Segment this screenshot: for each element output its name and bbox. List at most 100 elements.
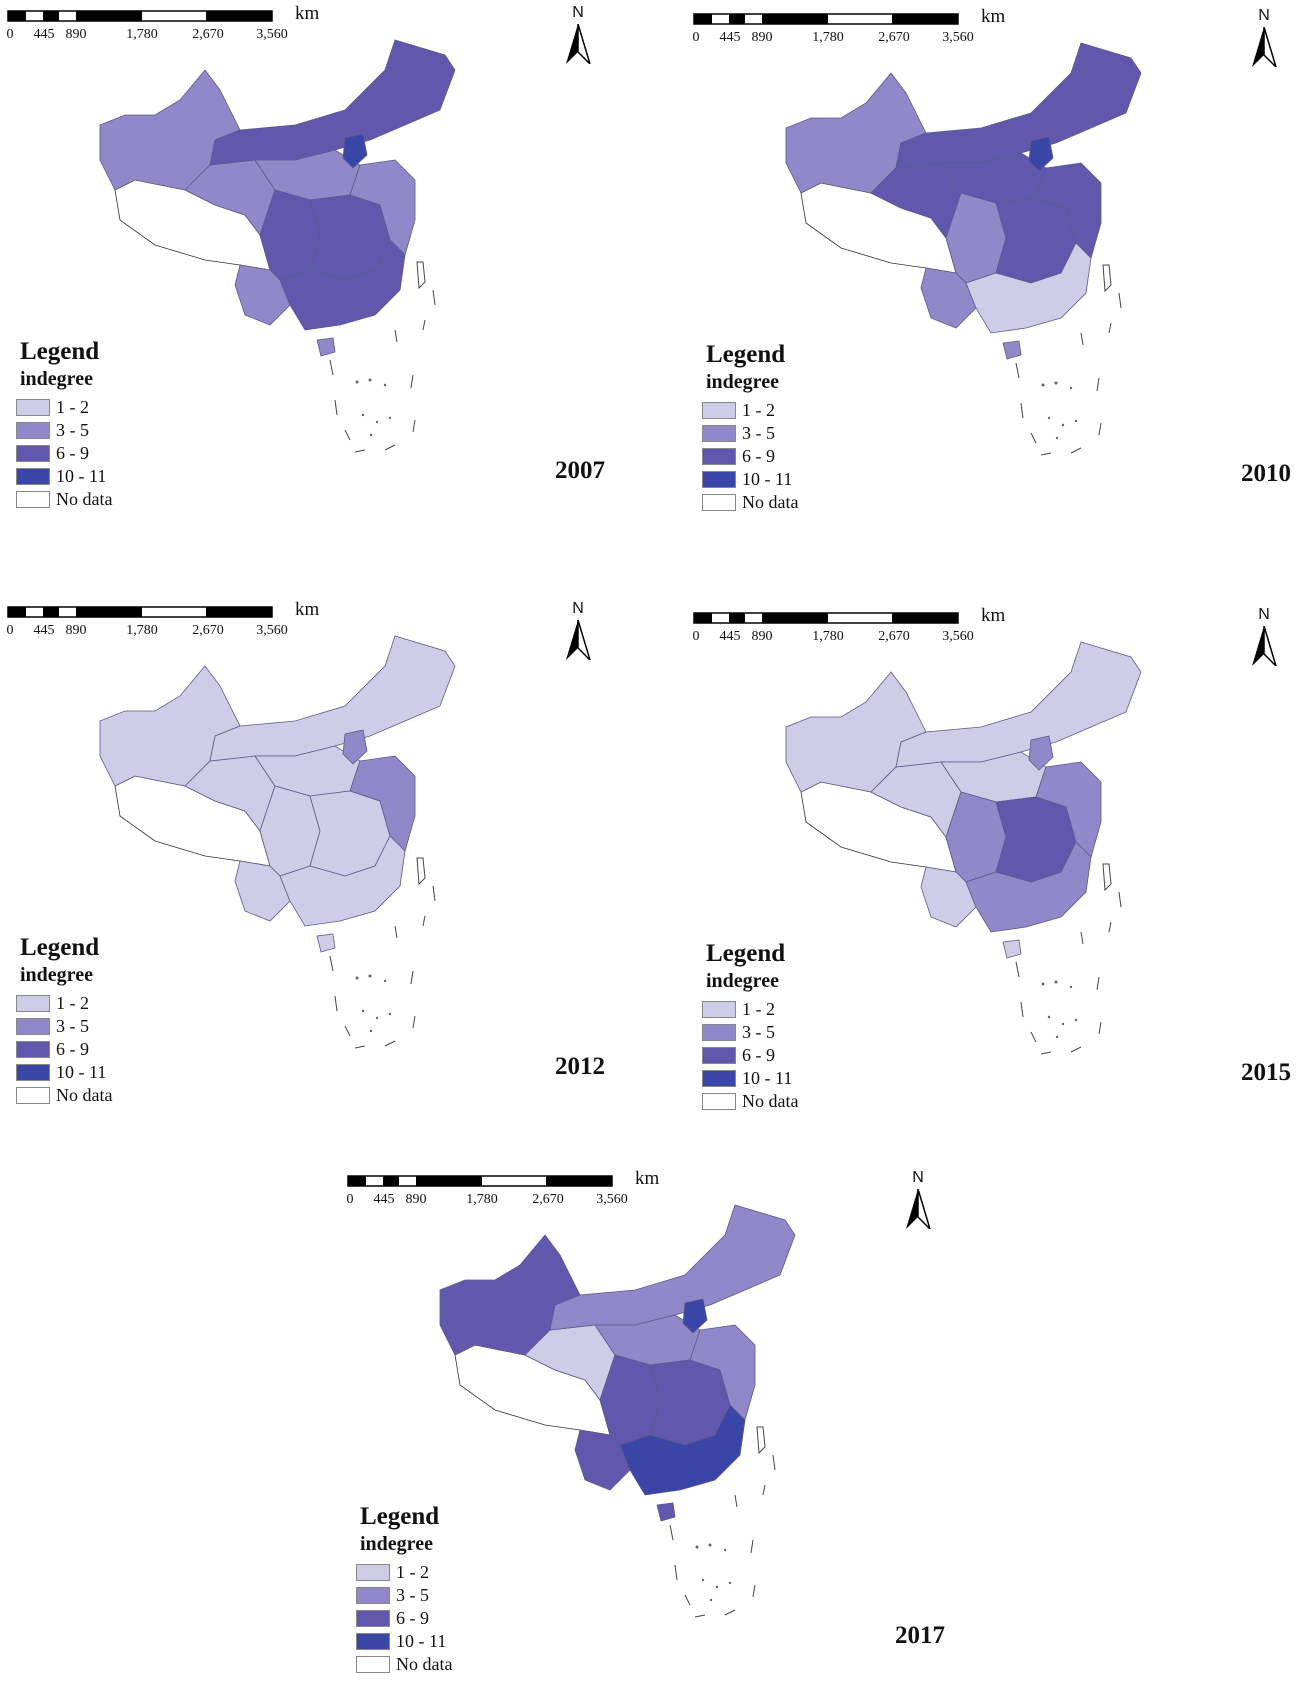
legend-title: Legend [20,338,100,365]
legend-swatch [16,1041,50,1058]
legend: Legend indegree 1 - 2 3 - 5 6 - 9 10 - 1… [16,934,166,1107]
legend-item-label: 1 - 2 [56,993,89,1013]
legend-item: No data [702,1090,852,1113]
scale-tick: 0 [6,623,14,638]
legend-item-label: 1 - 2 [396,1562,429,1582]
legend-swatch [702,494,736,511]
region-hainan [1002,939,1022,959]
region-yunnan [920,267,977,329]
north-label: N [912,1169,924,1186]
legend-item: No data [356,1653,506,1676]
scale-tick: 890 [65,623,87,638]
legend-item: 6 - 9 [16,442,166,465]
north-arrow: N [1244,7,1284,69]
legend-item: No data [702,491,852,514]
legend-item-label: 6 - 9 [742,446,775,466]
region-hainan [1002,340,1022,360]
scale-tick: 2,670 [192,623,224,638]
south-sea-islands [355,974,392,1033]
legend-swatch [16,1064,50,1081]
north-label: N [572,600,584,617]
legend-swatch [356,1610,390,1627]
legend-item-label: 1 - 2 [56,397,89,417]
legend-subtitle: indegree [706,371,779,393]
map-panel-2015: 0 445 890 1,780 2,670 3,560 km N [686,602,1300,1122]
legend-swatch [16,995,50,1012]
region-north [895,641,1142,768]
legend-swatch [16,1018,50,1035]
map-panel-2007: 0 445 890 1,780 2,670 3,560 km N [0,0,620,520]
region-north [549,1204,796,1331]
choropleth-map [99,635,456,1049]
legend-item-label: 10 - 11 [396,1631,447,1651]
scale-bar: 0 445 890 1,780 2,670 3,560 km [693,6,1024,45]
map-panel-2010: 0 445 890 1,780 2,670 3,560 km N [686,3,1300,523]
scale-tick: 3,560 [942,629,974,644]
region-south [965,841,1092,933]
legend-swatch [702,402,736,419]
scale-tick: 890 [751,629,773,644]
region-beijing [1028,735,1054,771]
scale-tick: 1,780 [812,629,844,644]
year-label: 2015 [1241,1059,1291,1086]
legend-swatch [16,422,50,439]
south-sea-islands [1041,381,1078,440]
region-yunnan [920,866,977,928]
legend-item-label: 6 - 9 [742,1045,775,1065]
legend-title: Legend [706,341,786,368]
south-sea-dashes [1015,292,1122,456]
region-yunnan [234,264,291,326]
legend-swatch [702,425,736,442]
legend-swatch [702,1070,736,1087]
scale-tick: 2,670 [532,1192,564,1207]
south-sea-islands [695,1543,732,1602]
legend-item: 10 - 11 [702,468,852,491]
map-panel-2012: 0 445 890 1,780 2,670 3,560 km N [0,596,620,1116]
scale-tick: 1,780 [126,623,158,638]
choropleth-map [785,641,1142,1055]
legend-item: 3 - 5 [702,1021,852,1044]
south-sea-islands [355,378,392,437]
legend-item: No data [16,1084,166,1107]
legend-item: 6 - 9 [702,1044,852,1067]
north-arrow: N [898,1169,938,1231]
legend-title: Legend [360,1503,440,1530]
legend-swatch [702,1024,736,1041]
legend-item: 1 - 2 [16,396,166,419]
scale-bar: 0 445 890 1,780 2,670 3,560 km [6,3,338,42]
scale-tick: 890 [751,30,773,45]
region-beijing [682,1298,708,1334]
region-south [619,1404,746,1496]
legend-item: 1 - 2 [702,399,852,422]
scale-tick: 2,670 [192,27,224,42]
legend-item-label: 1 - 2 [742,999,775,1019]
scale-tick: 1,780 [126,27,158,42]
north-arrow-icon [566,620,591,660]
region-taiwan [416,857,426,886]
legend-item: 6 - 9 [356,1607,506,1630]
region-beijing [1028,136,1054,172]
north-label: N [1258,7,1270,24]
legend-item: 6 - 9 [16,1038,166,1061]
year-label: 2007 [555,457,605,484]
region-south [279,835,406,927]
choropleth-map [99,39,456,453]
legend-item-label: No data [742,1091,799,1111]
legend-swatch [16,1087,50,1104]
region-yunnan [234,860,291,922]
scale-tick: 3,560 [596,1192,628,1207]
legend-item: 10 - 11 [702,1067,852,1090]
scale-bar-graphic [693,13,959,25]
legend-item-label: 1 - 2 [742,400,775,420]
region-hainan [316,933,336,953]
north-arrow-icon [906,1189,931,1229]
legend-item: 1 - 2 [702,998,852,1021]
scale-tick: 0 [6,27,14,42]
north-arrow: N [558,600,598,662]
legend-subtitle: indegree [20,368,93,390]
legend-item-label: No data [396,1654,453,1674]
scale-tick: 445 [373,1192,395,1207]
north-arrow-icon [1252,27,1277,67]
legend-item-label: 10 - 11 [742,469,793,489]
region-north [209,39,456,166]
